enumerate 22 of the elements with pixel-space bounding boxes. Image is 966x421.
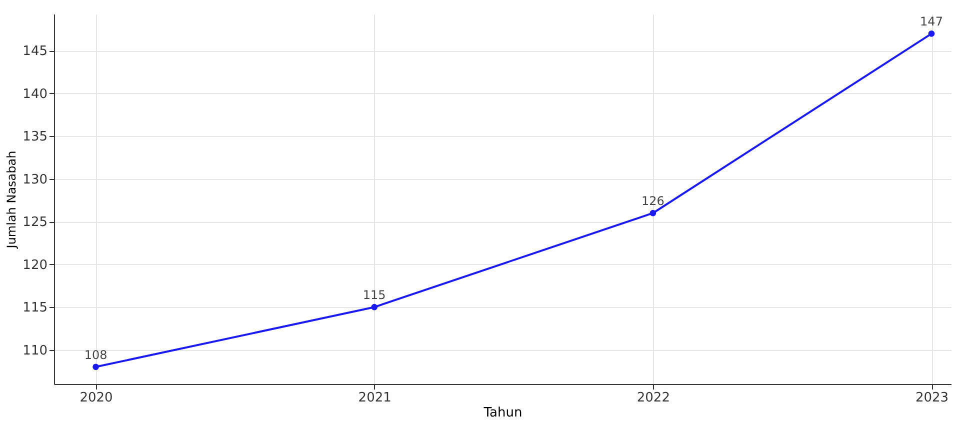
data-label: 108: [84, 348, 108, 362]
x-tick-label: 2023: [915, 390, 949, 406]
x-tick-label: 2020: [80, 390, 113, 406]
y-axis-title: Jumlah Nasabah: [4, 150, 19, 250]
y-tick-label: 135: [22, 130, 48, 145]
y-tick-label: 125: [22, 215, 48, 230]
data-label: 126: [641, 194, 664, 208]
point: [92, 364, 99, 370]
y-tick-label: 130: [22, 172, 48, 188]
y-tick-label: 145: [22, 44, 48, 60]
x-axis-title: Tahun: [482, 406, 522, 420]
point: [928, 30, 935, 37]
x-tick-label: 2022: [636, 390, 670, 406]
x-tick-label: 2021: [358, 390, 392, 406]
point: [650, 210, 656, 216]
y-tick-label: 115: [22, 300, 48, 316]
y-tick-label: 120: [22, 258, 48, 273]
data-label: 115: [362, 288, 386, 302]
y-tick-label: 140: [22, 86, 48, 102]
y-tick-label: 110: [22, 343, 48, 358]
point: [371, 304, 378, 310]
data-label: 147: [920, 14, 943, 29]
